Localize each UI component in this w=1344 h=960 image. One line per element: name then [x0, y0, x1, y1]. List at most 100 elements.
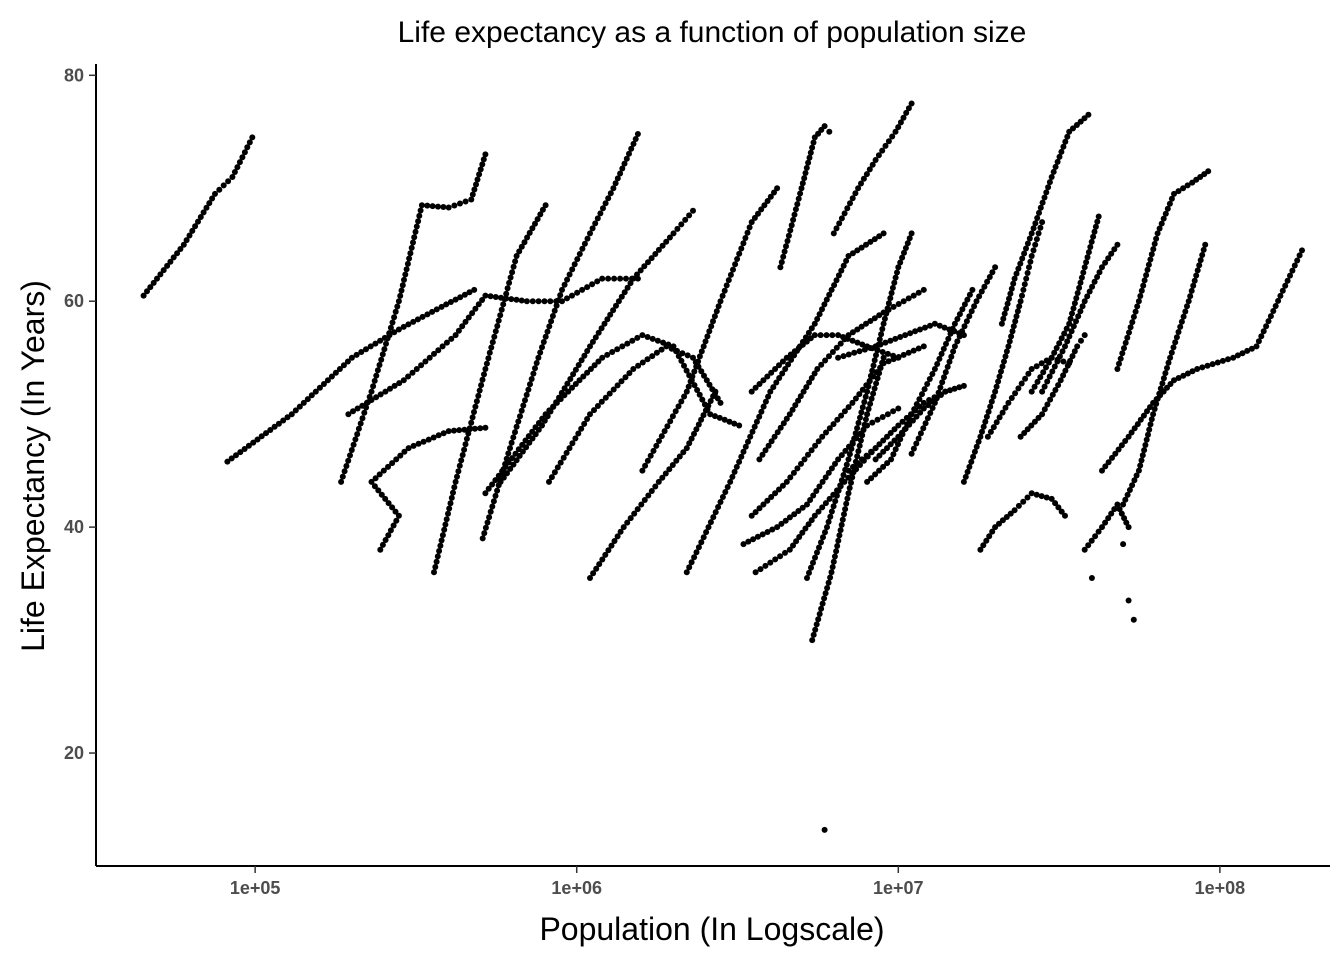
data-point — [1052, 163, 1059, 170]
data-point — [1028, 230, 1035, 237]
data-point — [838, 452, 845, 459]
data-point — [744, 229, 751, 236]
data-point — [320, 381, 327, 387]
data-point — [861, 421, 868, 428]
data-point — [816, 483, 823, 490]
data-point — [835, 332, 842, 339]
data-point — [1167, 354, 1174, 361]
data-point — [827, 513, 834, 520]
data-point — [1248, 345, 1255, 352]
data-point — [822, 590, 829, 597]
data-point — [863, 452, 870, 459]
data-point — [1083, 259, 1090, 266]
data-point — [762, 398, 769, 405]
data-point — [164, 262, 171, 269]
data-point — [802, 170, 809, 176]
data-point — [867, 345, 874, 351]
data-point — [1185, 298, 1192, 305]
data-point — [237, 449, 244, 456]
data-point — [966, 291, 973, 298]
data-point — [776, 486, 782, 493]
data-point — [833, 548, 840, 555]
data-point — [851, 349, 858, 356]
data-point — [513, 296, 520, 303]
data-point — [890, 408, 897, 415]
data-point — [760, 403, 767, 410]
data-point — [1085, 111, 1092, 118]
data-point — [864, 478, 871, 485]
data-point — [905, 295, 912, 302]
data-point — [363, 346, 369, 353]
data-point — [829, 332, 836, 339]
data-point — [372, 340, 379, 347]
data-point — [521, 239, 528, 246]
data-point — [745, 438, 751, 445]
data-point — [1219, 357, 1226, 364]
data-point — [840, 334, 846, 340]
data-point — [491, 333, 498, 340]
data-point — [940, 345, 947, 352]
data-point — [1172, 339, 1179, 346]
data-point — [354, 405, 361, 412]
data-point — [950, 348, 957, 355]
data-point — [908, 100, 915, 107]
data-point — [574, 289, 581, 296]
data-point — [1204, 362, 1211, 369]
data-point — [555, 297, 562, 304]
data-point — [622, 374, 629, 381]
data-point — [829, 349, 836, 355]
data-point — [1175, 188, 1182, 195]
data-point — [722, 489, 729, 495]
data-point — [1070, 305, 1077, 312]
data-point — [807, 149, 814, 156]
data-point — [956, 311, 963, 318]
y-axis-title: Life Expectancy (In Years) — [15, 280, 51, 652]
data-point — [678, 221, 685, 228]
data-point — [969, 286, 976, 293]
data-point — [425, 436, 432, 443]
data-point — [806, 379, 813, 386]
data-point — [879, 359, 886, 366]
data-point — [560, 454, 567, 461]
data-point — [463, 435, 470, 442]
data-point — [599, 275, 606, 282]
data-point — [823, 429, 829, 436]
data-point — [679, 350, 686, 357]
data-point — [785, 232, 792, 239]
data-point — [1134, 421, 1141, 428]
data-point — [1131, 477, 1138, 484]
data-point — [529, 435, 536, 442]
data-point — [517, 413, 523, 420]
data-point — [557, 459, 564, 466]
data-point — [993, 383, 1000, 390]
data-point — [476, 387, 483, 394]
data-point — [712, 388, 719, 395]
data-point — [996, 520, 1002, 527]
data-point — [561, 281, 568, 288]
data-point — [1091, 228, 1098, 235]
data-point — [738, 245, 745, 252]
data-point — [966, 463, 973, 470]
data-point — [1041, 406, 1048, 413]
data-point — [1008, 395, 1015, 401]
data-point — [680, 449, 687, 456]
data-point — [395, 512, 402, 519]
data-point — [1074, 343, 1081, 350]
data-point — [1114, 241, 1121, 248]
data-point — [1092, 223, 1099, 230]
data-point — [895, 354, 902, 361]
data-point — [216, 186, 223, 193]
data-point — [915, 345, 922, 352]
data-point — [821, 123, 828, 130]
data-point — [947, 387, 953, 394]
data-point — [418, 202, 425, 209]
data-point — [642, 462, 649, 469]
data-point — [598, 398, 605, 405]
data-point — [1077, 279, 1084, 286]
data-point — [527, 381, 533, 388]
data-point — [769, 526, 776, 533]
data-point — [778, 520, 785, 527]
data-point — [508, 296, 515, 303]
data-point — [384, 335, 391, 342]
data-point — [1121, 515, 1128, 522]
